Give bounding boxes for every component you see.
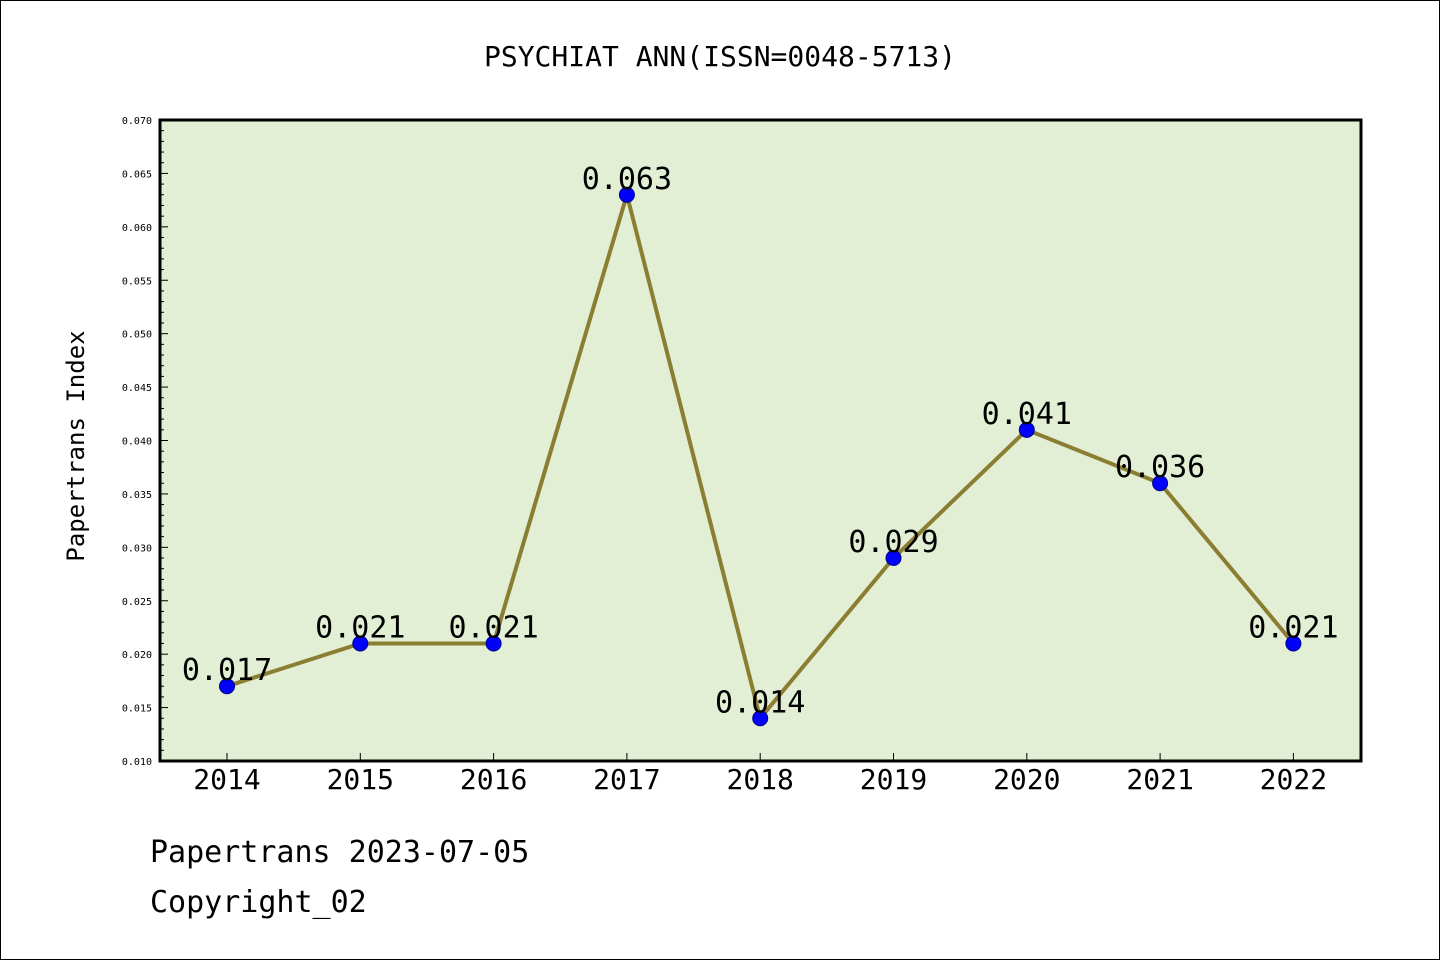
y-tick-label: 0.010	[122, 757, 152, 768]
data-label: 0.021	[315, 610, 405, 645]
data-label: 0.063	[582, 162, 672, 197]
data-point	[885, 550, 902, 567]
y-tick-label: 0.050	[122, 330, 152, 341]
chart-title: PSYCHIAT ANN(ISSN=0048-5713)	[484, 40, 956, 73]
y-tick-label: 0.020	[122, 650, 152, 661]
data-label: 0.021	[448, 610, 538, 645]
x-tick-label: 2018	[726, 763, 793, 796]
x-axis: 2014 2015 2016 2017 2018 2019 2020 2021 2022	[193, 753, 1327, 796]
y-tick-label: 0.045	[122, 383, 152, 394]
x-tick-label: 2015	[327, 763, 394, 796]
x-tick-label: 2020	[993, 763, 1060, 796]
data-label: 0.036	[1115, 450, 1205, 485]
data-point	[618, 186, 635, 203]
y-tick-label: 0.030	[122, 543, 152, 554]
y-tick-label: 0.060	[122, 223, 152, 234]
data-point	[219, 678, 235, 695]
plot-area	[158, 118, 1363, 763]
data-point	[352, 635, 369, 652]
data-point	[1285, 635, 1302, 652]
y-tick-label: 0.055	[122, 276, 152, 287]
y-axis: 0.010 0.015 0.020 0.025 0.030 0.035 0.040 0.045…	[122, 116, 168, 768]
y-tick-label: 0.035	[122, 490, 152, 501]
data-label: 0.021	[1248, 610, 1338, 645]
data-point	[1018, 421, 1035, 438]
x-tick-label: 2019	[860, 763, 927, 796]
data-label: 0.029	[848, 525, 938, 560]
x-tick-label: 2017	[593, 763, 660, 796]
data-point	[485, 635, 502, 652]
footer-date: Papertrans 2023-07-05	[150, 835, 530, 870]
data-label: 0.014	[715, 685, 805, 720]
y-tick-label: 0.015	[122, 704, 152, 715]
y-axis-label: Papertrans Index	[62, 330, 90, 561]
x-tick-label: 2021	[1126, 763, 1193, 796]
data-label: 0.041	[982, 397, 1072, 432]
data-labels: 0.017 0.021 0.021 0.063 0.014 0.029 0.041 0.036…	[182, 162, 1339, 720]
footer-copyright: Copyright_02	[150, 885, 367, 920]
x-tick-label: 2022	[1260, 763, 1327, 796]
y-tick-label: 0.025	[122, 597, 152, 608]
data-point	[1152, 475, 1169, 492]
y-tick-label: 0.070	[122, 116, 152, 127]
x-tick-label: 2016	[460, 763, 527, 796]
data-label: 0.017	[182, 653, 272, 688]
data-point	[752, 710, 769, 727]
x-tick-label: 2014	[193, 763, 260, 796]
data-markers	[219, 186, 1302, 727]
y-tick-label: 0.065	[122, 169, 152, 180]
y-tick-label: 0.040	[122, 437, 152, 448]
